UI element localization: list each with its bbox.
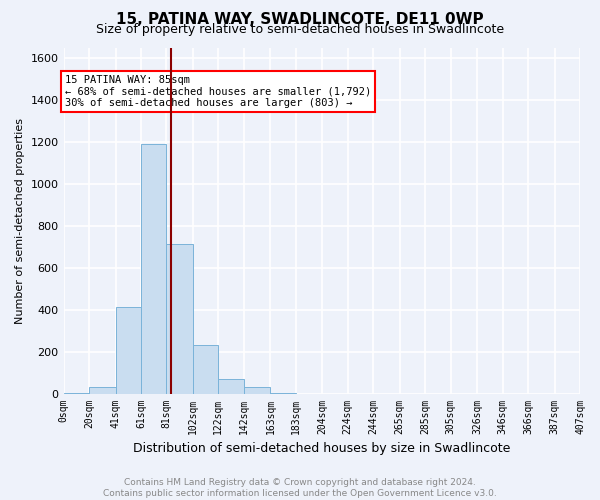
Bar	[141, 144, 166, 394]
Bar	[193, 346, 218, 394]
Bar	[166, 244, 193, 394]
Text: Size of property relative to semi-detached houses in Swadlincote: Size of property relative to semi-detach…	[96, 22, 504, 36]
Bar	[218, 379, 244, 394]
Bar	[271, 392, 296, 394]
Bar	[244, 388, 271, 394]
Text: 15 PATINA WAY: 85sqm
← 68% of semi-detached houses are smaller (1,792)
30% of se: 15 PATINA WAY: 85sqm ← 68% of semi-detac…	[65, 75, 371, 108]
X-axis label: Distribution of semi-detached houses by size in Swadlincote: Distribution of semi-detached houses by …	[133, 442, 511, 455]
Text: 15, PATINA WAY, SWADLINCOTE, DE11 0WP: 15, PATINA WAY, SWADLINCOTE, DE11 0WP	[116, 12, 484, 28]
Bar	[116, 306, 141, 394]
Text: Contains HM Land Registry data © Crown copyright and database right 2024.
Contai: Contains HM Land Registry data © Crown c…	[103, 478, 497, 498]
Y-axis label: Number of semi-detached properties: Number of semi-detached properties	[15, 118, 25, 324]
Bar	[89, 388, 116, 394]
Bar	[64, 392, 89, 394]
